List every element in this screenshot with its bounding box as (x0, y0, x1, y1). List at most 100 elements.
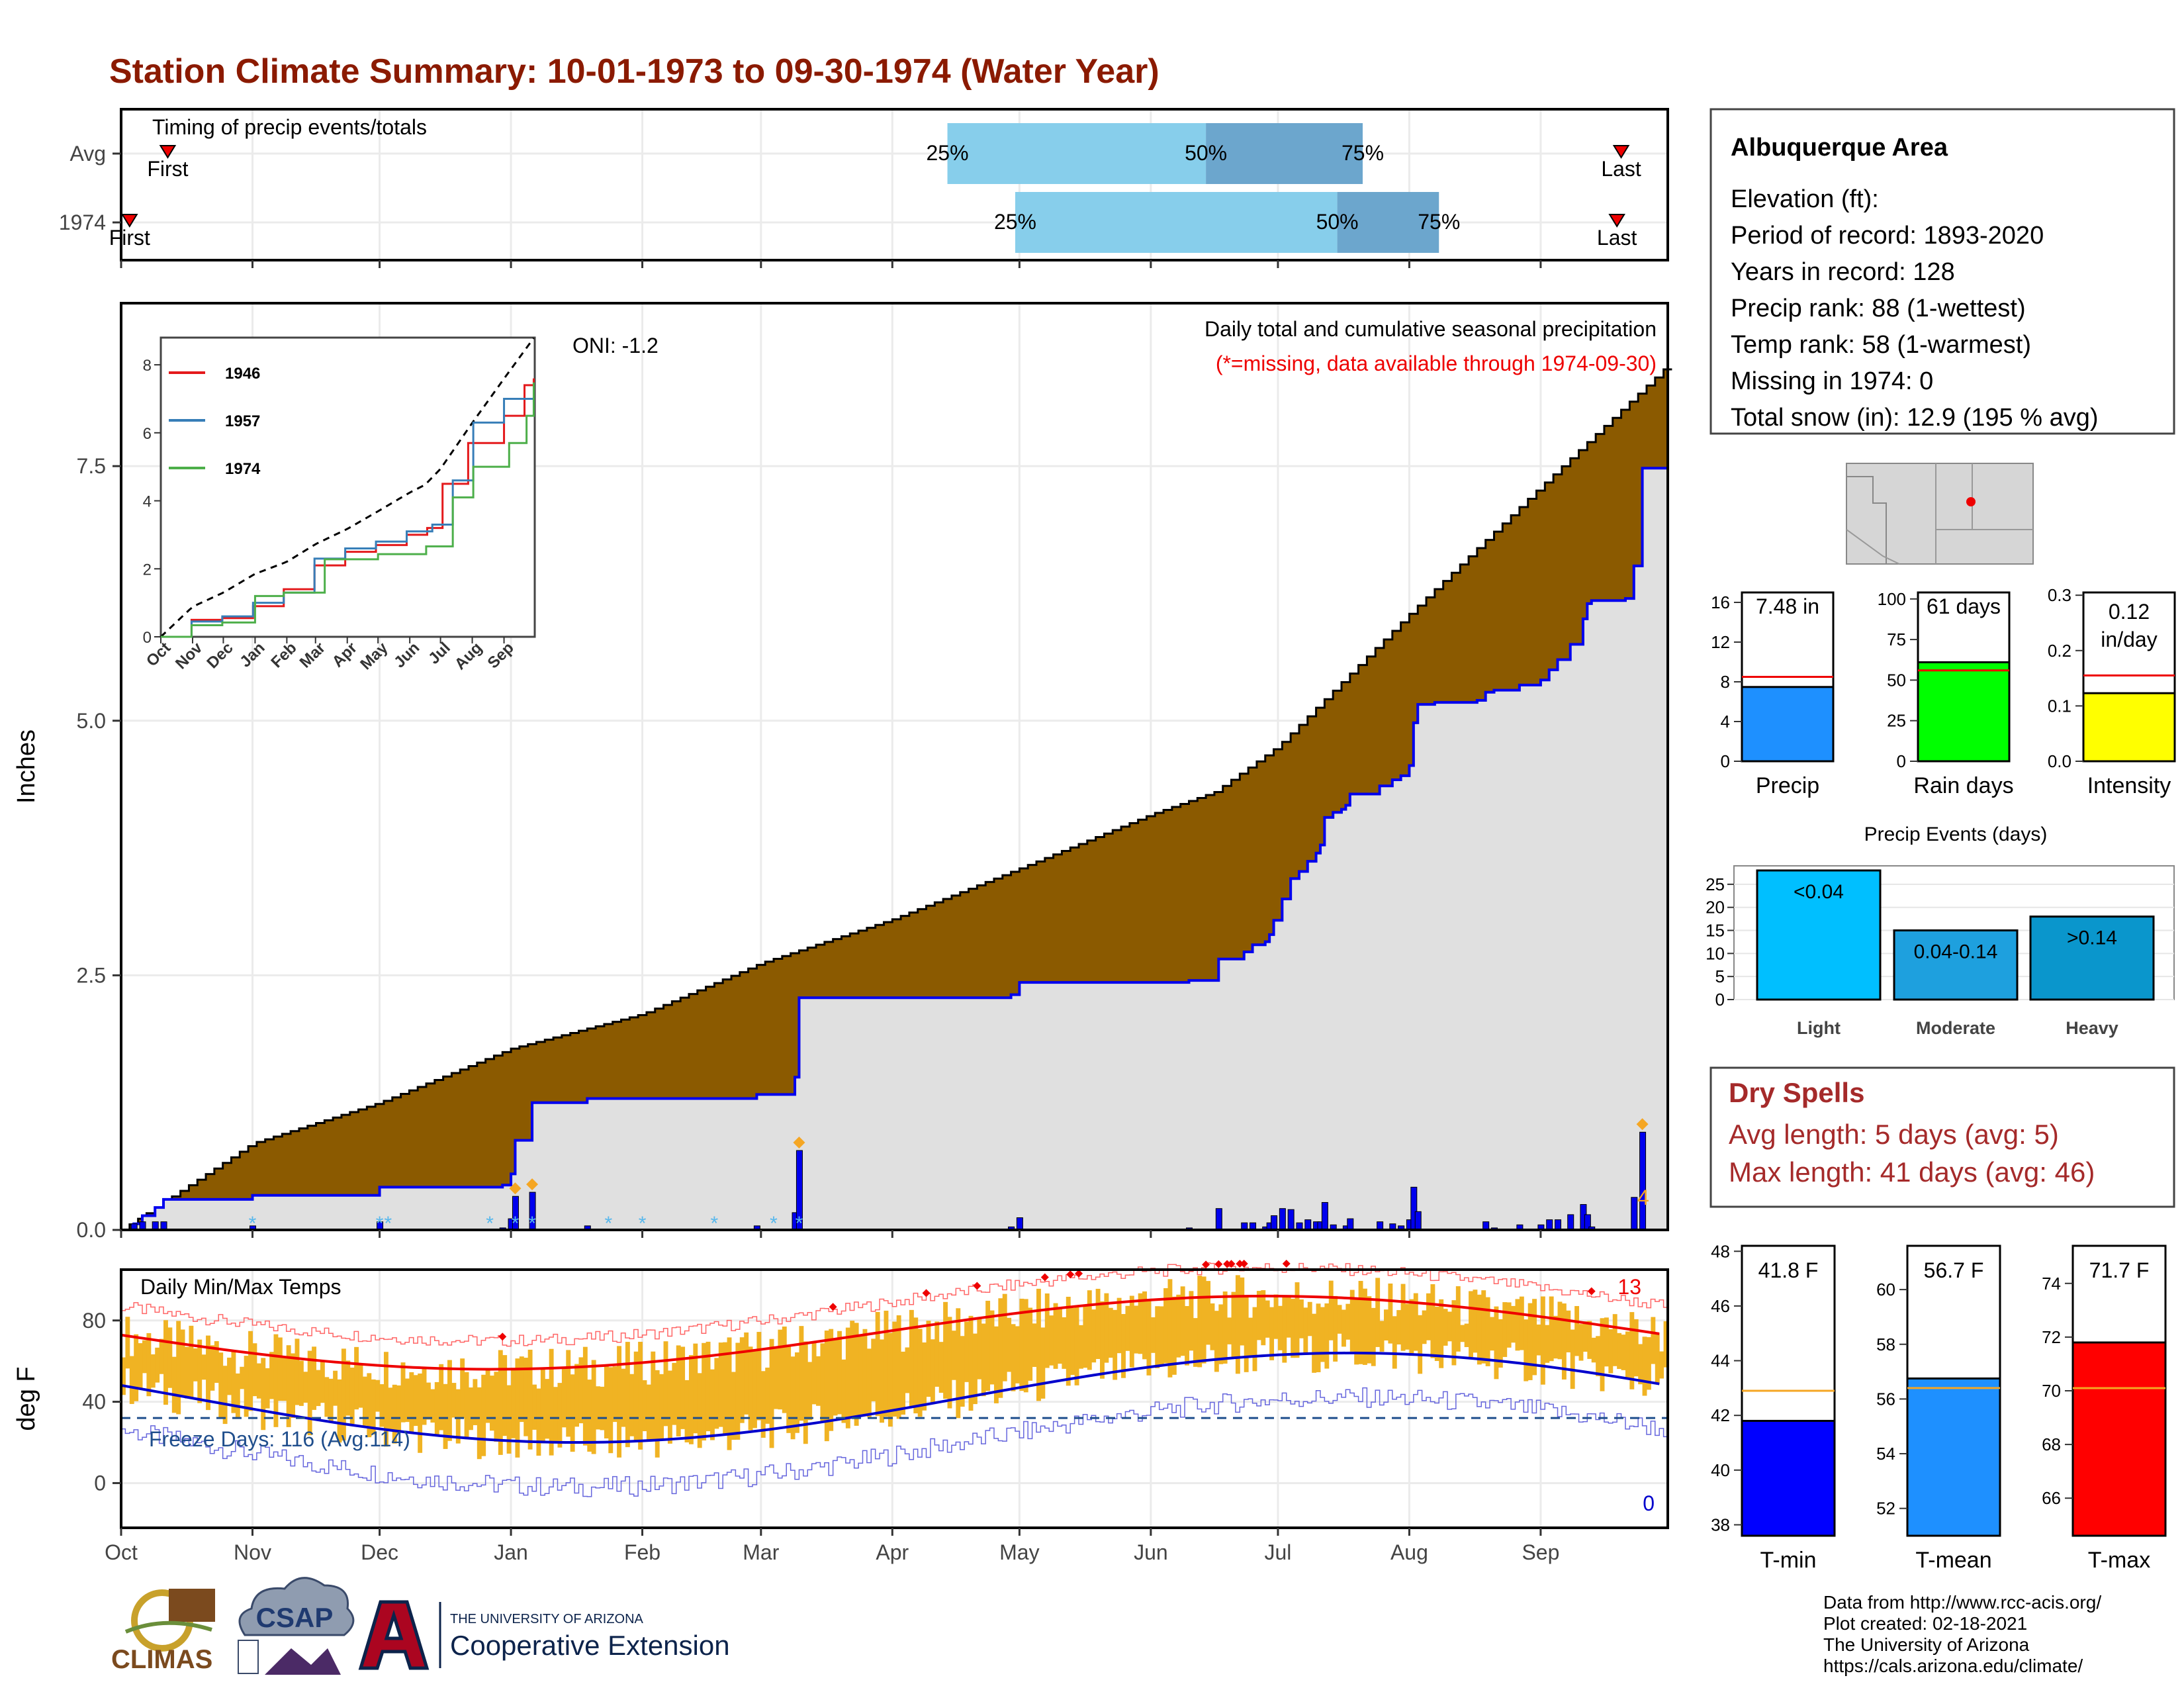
daily-temp-range (1083, 1305, 1088, 1368)
daily-temp-range (960, 1336, 965, 1407)
precip-subtitle: Daily total and cumulative seasonal prec… (1205, 317, 1657, 341)
daily-temp-range (367, 1373, 372, 1438)
daily-temp-range (392, 1384, 397, 1444)
daily-temp-range (447, 1360, 452, 1441)
daily-temp-range (337, 1379, 342, 1443)
daily-temp-range (150, 1354, 156, 1388)
daily-temp-range (1201, 1276, 1206, 1364)
inset-legend-label-1946: 1946 (225, 365, 260, 383)
timing-pct-avg-0: 25% (927, 141, 969, 165)
daily-temp-range (171, 1356, 177, 1413)
daily-temp-range (396, 1385, 402, 1433)
daily-temp-range (1193, 1318, 1198, 1367)
daily-temp-range (404, 1378, 410, 1423)
daily-temp-range (956, 1308, 961, 1419)
daily-temp-range (1150, 1317, 1156, 1353)
daily-temp-range (1363, 1288, 1367, 1365)
daily-temp-range (1405, 1303, 1410, 1350)
mini-bar-value: 61 days (1927, 594, 2001, 618)
heavy-precip-marker (526, 1178, 539, 1191)
daily-temp-range (1392, 1316, 1397, 1369)
mini-bar-label: Intensity (2087, 773, 2171, 798)
daily-temp-range (1591, 1337, 1596, 1363)
daily-temp-range (905, 1347, 910, 1393)
credit-line-2: Plot created: 02-18-2021 (1823, 1613, 2027, 1634)
daily-temp-range (1451, 1300, 1457, 1366)
mini-bar-fill (1741, 686, 1835, 763)
daily-precip-bar (1271, 1215, 1278, 1231)
daily-temp-range (1002, 1293, 1007, 1382)
daily-temp-range (1333, 1295, 1338, 1362)
precip-ytick-2: 5.0 (77, 709, 106, 733)
daily-temp-range (383, 1352, 388, 1447)
daily-temp-range (320, 1360, 325, 1403)
events-bar-label-2: >0.14 (2067, 927, 2117, 949)
record-high-marker (1587, 1287, 1596, 1295)
daily-temp-range (731, 1372, 736, 1440)
snow-marker: * (711, 1213, 719, 1235)
timing-last-label-avg: Last (1601, 157, 1641, 181)
daily-temp-range (1197, 1276, 1203, 1368)
mini-bar-rain-days: 0 25 50 75 100 61 days Rain days (1878, 589, 2014, 798)
daily-temp-range (1633, 1319, 1639, 1377)
daily-temp-range (566, 1350, 571, 1437)
daily-temp-range (1316, 1303, 1321, 1372)
daily-temp-range (1561, 1303, 1567, 1380)
temp-bar-ytick: 44 (1711, 1351, 1730, 1371)
daily-temp-range (1214, 1311, 1219, 1372)
temp-bar-label: T-mean (1915, 1548, 1991, 1573)
snow-marker: * (796, 1213, 803, 1235)
daily-temp-range (269, 1352, 274, 1399)
daily-temp-range (702, 1342, 707, 1441)
daily-temp-range (1439, 1299, 1444, 1368)
daily-temp-range (1116, 1297, 1122, 1354)
events-bar-light (1756, 869, 1882, 1001)
daily-temp-range (739, 1337, 745, 1423)
timing-bar-avg-50-75 (1206, 123, 1363, 184)
events-bar-moderate (1893, 929, 2019, 1001)
daily-temp-range (913, 1317, 919, 1414)
daily-temp-range (477, 1387, 482, 1460)
daily-temp-range (1023, 1299, 1028, 1393)
ua-big-text: Cooperative Extension (450, 1630, 730, 1661)
temp-bar-label: T-max (2088, 1548, 2150, 1573)
daily-temp-range (536, 1388, 541, 1456)
daily-temp-range (1295, 1282, 1300, 1358)
daily-temp-range (443, 1383, 448, 1449)
daily-temp-range (134, 1334, 139, 1401)
daily-temp-range (286, 1345, 291, 1427)
precip-panel: * * * * * * * * * * * Inches 0.02.55.07.5 ONI: -1.… (13, 302, 1672, 1242)
daily-temp-range (316, 1370, 321, 1407)
timing-first-marker-avg (159, 145, 177, 159)
mini-bar-ytick: 8 (1721, 672, 1730, 692)
daily-temp-range (887, 1333, 893, 1427)
daily-temp-range (1566, 1310, 1571, 1352)
daily-temp-range (1256, 1291, 1261, 1340)
mini-bar-ytick: 4 (1721, 712, 1730, 731)
daily-temp-range (1455, 1286, 1461, 1352)
daily-temp-range (816, 1356, 821, 1406)
daily-temp-range (532, 1384, 537, 1430)
temp-bar-label: T-min (1760, 1548, 1817, 1573)
daily-temp-range (824, 1330, 829, 1442)
temp-bar-ytick: 48 (1711, 1241, 1730, 1261)
record-high-marker (973, 1282, 981, 1290)
daily-temp-range (947, 1317, 952, 1409)
precip-ytick-0: 0.0 (77, 1218, 106, 1242)
climas-logo-text: CLIMAS (111, 1645, 212, 1674)
daily-temp-range (705, 1341, 711, 1432)
daily-temp-range (231, 1350, 236, 1413)
daily-temp-range (1625, 1331, 1630, 1380)
month-label-11: Sep (1522, 1540, 1559, 1564)
daily-temp-range (1409, 1299, 1414, 1356)
heavy-precip-marker (1636, 1118, 1649, 1131)
timing-first-label-avg: First (147, 157, 188, 181)
record-high-marker (829, 1303, 837, 1311)
daily-temp-range (1058, 1309, 1062, 1364)
daily-temp-range (1570, 1329, 1575, 1389)
events-ytick-1: 5 (1715, 966, 1725, 986)
daily-temp-range (1062, 1317, 1067, 1369)
timing-last-label-1974: Last (1597, 226, 1637, 250)
daily-temp-range (494, 1372, 499, 1442)
normal-min-line (120, 1351, 1660, 1444)
